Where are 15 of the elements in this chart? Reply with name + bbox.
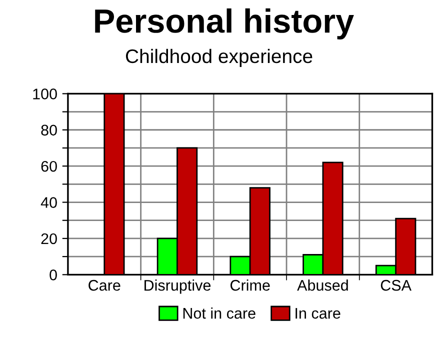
y-tick-label: 0: [50, 270, 57, 280]
y-tick-label: 60: [41, 160, 57, 172]
y-tick-label: 100: [33, 88, 57, 100]
x-tick-label: Abused: [297, 280, 348, 291]
x-tick-label: CSA: [380, 280, 412, 291]
chart-subtitle: Childhood experience: [126, 48, 312, 67]
x-tick-label: Care: [88, 280, 120, 291]
x-tick-label: Crime: [230, 280, 270, 291]
legend-label: In care: [296, 308, 340, 319]
x-tick-label: Disruptive: [144, 280, 211, 294]
y-tick-label: 80: [41, 124, 57, 136]
y-tick-label: 20: [41, 233, 57, 244]
y-tick-label: 40: [40, 197, 57, 208]
chart-title: Personal history: [95, 8, 354, 40]
legend-label: Not in care: [183, 308, 256, 319]
